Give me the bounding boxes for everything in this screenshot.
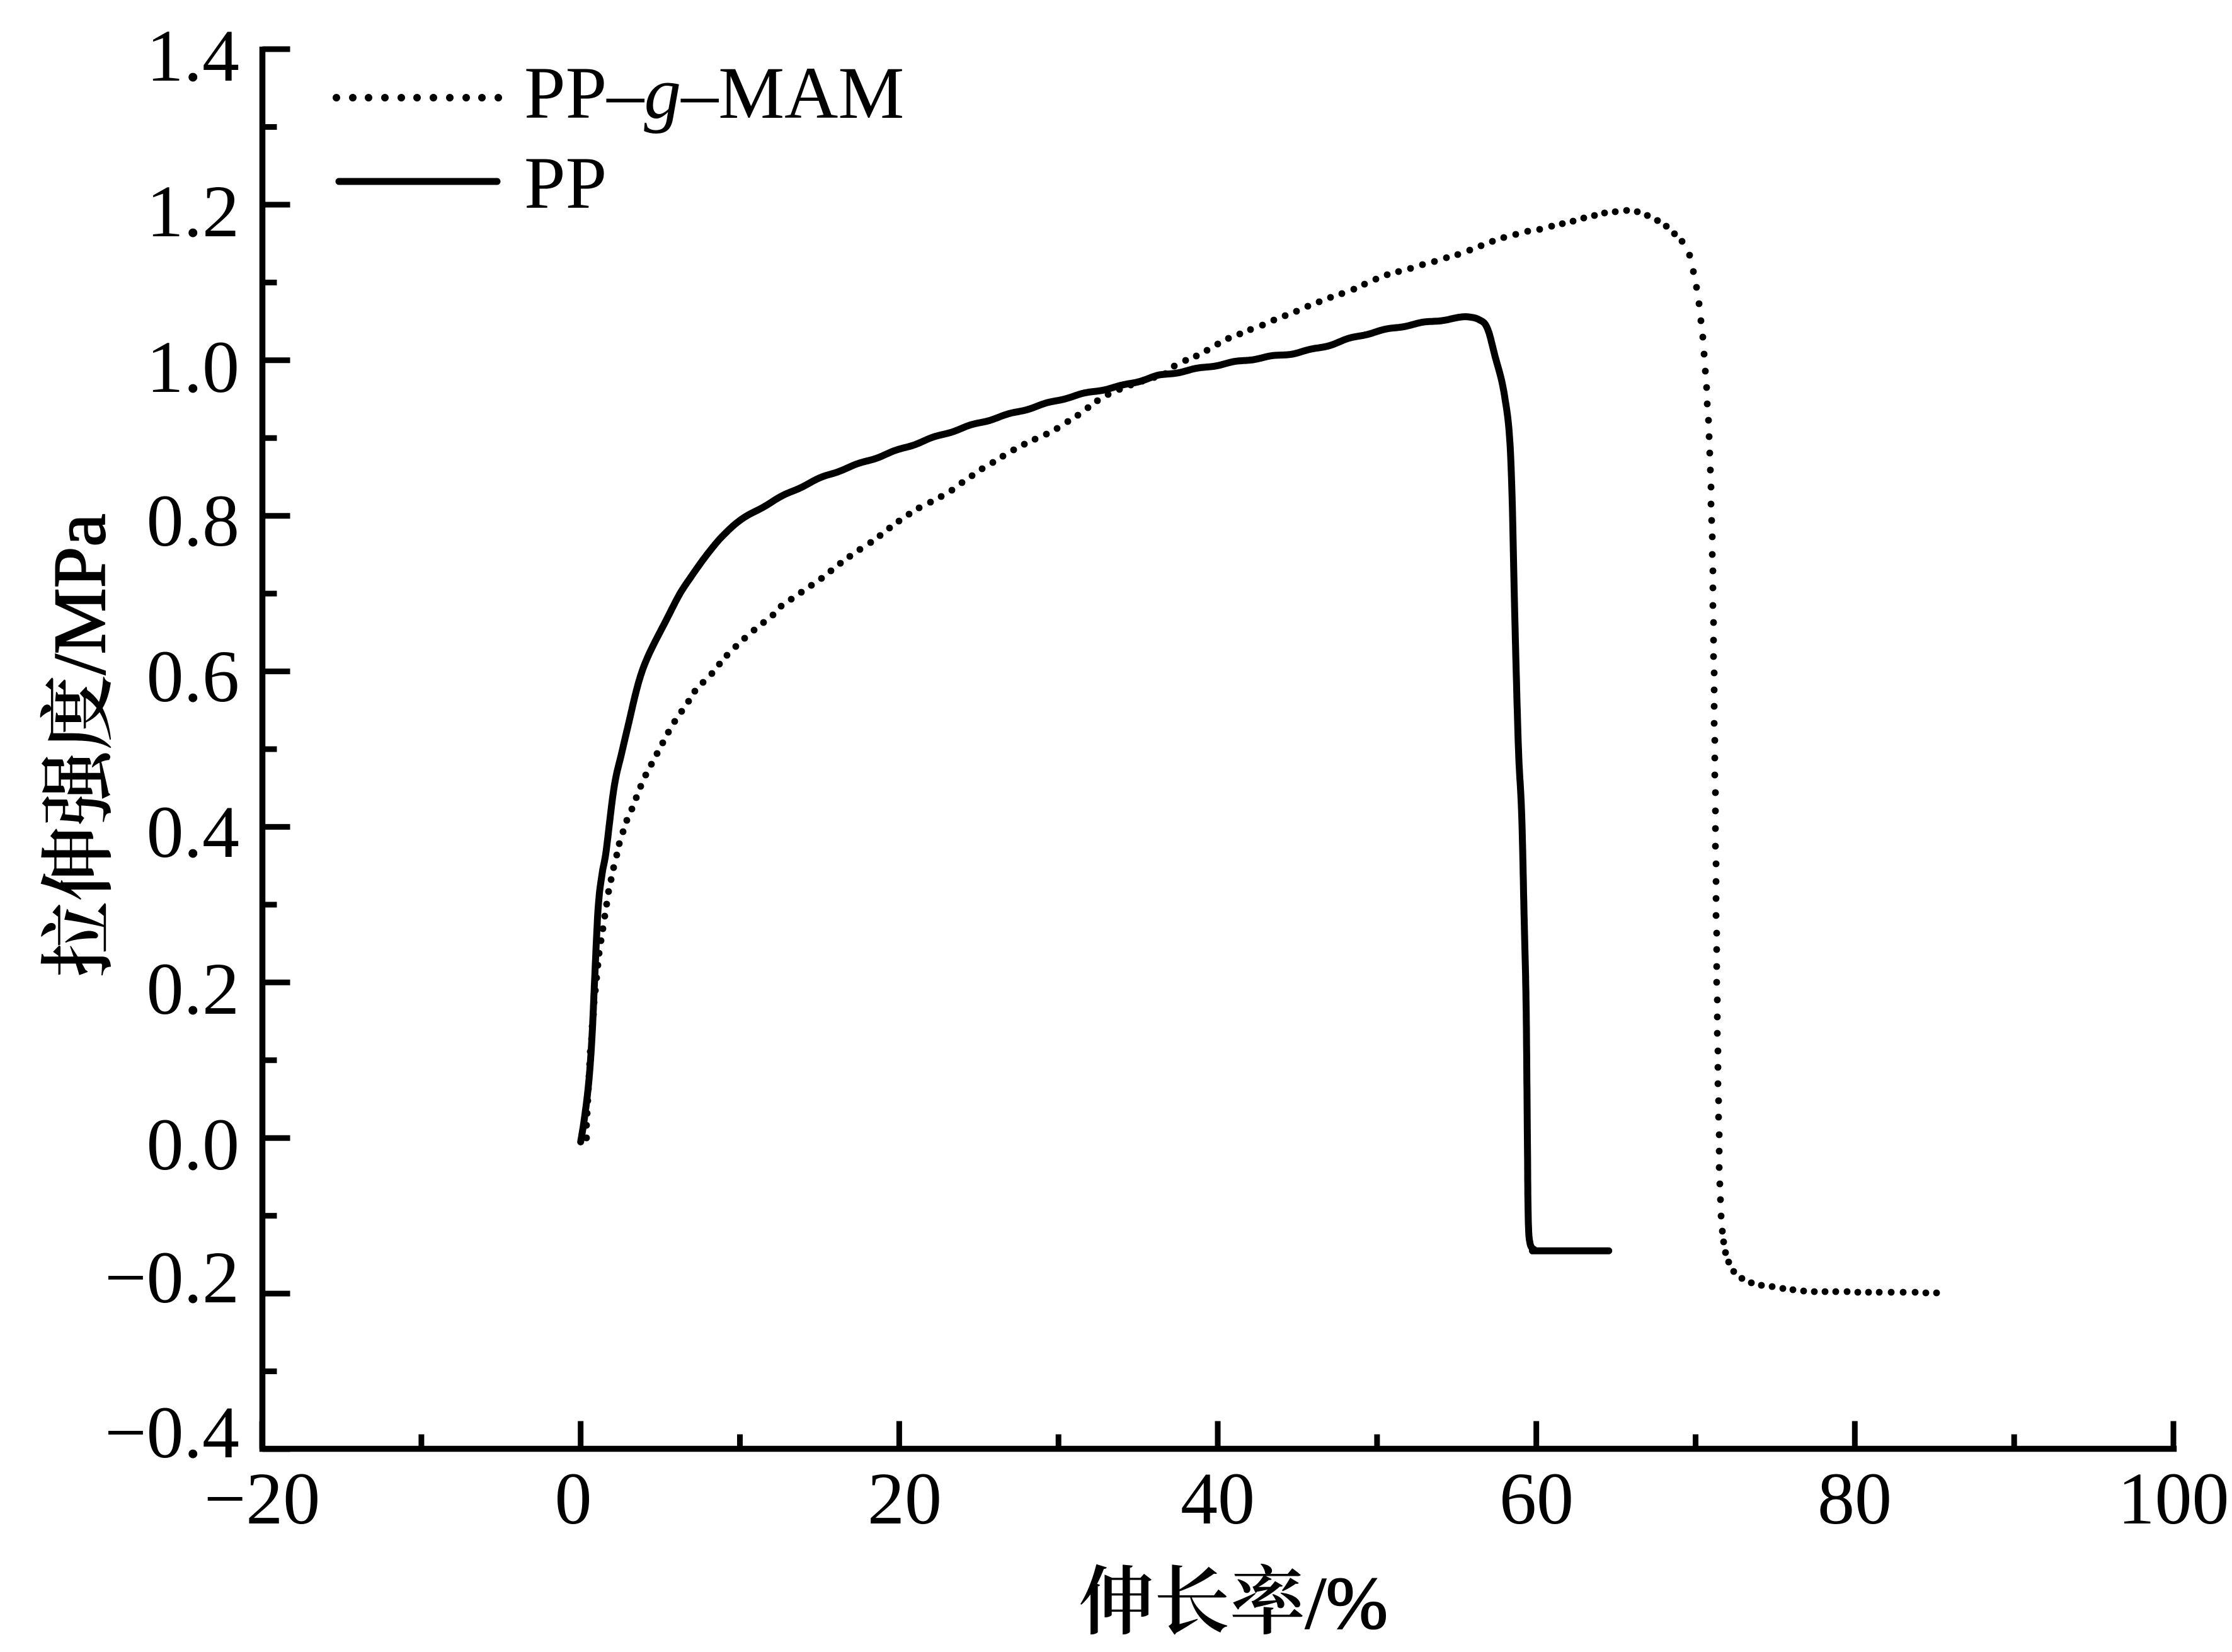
svg-text:−0.4: −0.4 bbox=[105, 1391, 239, 1474]
svg-text:/MPa: /MPa bbox=[38, 513, 121, 675]
svg-text:−0.2: −0.2 bbox=[105, 1236, 239, 1319]
svg-text:0.0: 0.0 bbox=[147, 1103, 240, 1186]
svg-text:100: 100 bbox=[2118, 1457, 2229, 1540]
svg-text:PP: PP bbox=[524, 142, 607, 224]
svg-text:80: 80 bbox=[1817, 1457, 1892, 1540]
svg-text:−20: −20 bbox=[204, 1457, 321, 1540]
svg-text:1.4: 1.4 bbox=[147, 14, 240, 97]
svg-text:0: 0 bbox=[555, 1457, 592, 1540]
svg-text:1.0: 1.0 bbox=[147, 326, 240, 408]
svg-text:0.6: 0.6 bbox=[147, 635, 240, 718]
svg-text:1.2: 1.2 bbox=[147, 170, 240, 253]
svg-text:0.4: 0.4 bbox=[147, 791, 240, 873]
svg-text:60: 60 bbox=[1499, 1457, 1574, 1540]
svg-text:20: 20 bbox=[867, 1457, 942, 1540]
svg-text:/%: /% bbox=[1305, 1562, 1388, 1644]
svg-text:40: 40 bbox=[1181, 1457, 1255, 1540]
svg-text:PP–g–MAM: PP–g–MAM bbox=[524, 52, 904, 134]
svg-text:0.8: 0.8 bbox=[147, 479, 240, 562]
svg-text:0.2: 0.2 bbox=[147, 948, 240, 1030]
